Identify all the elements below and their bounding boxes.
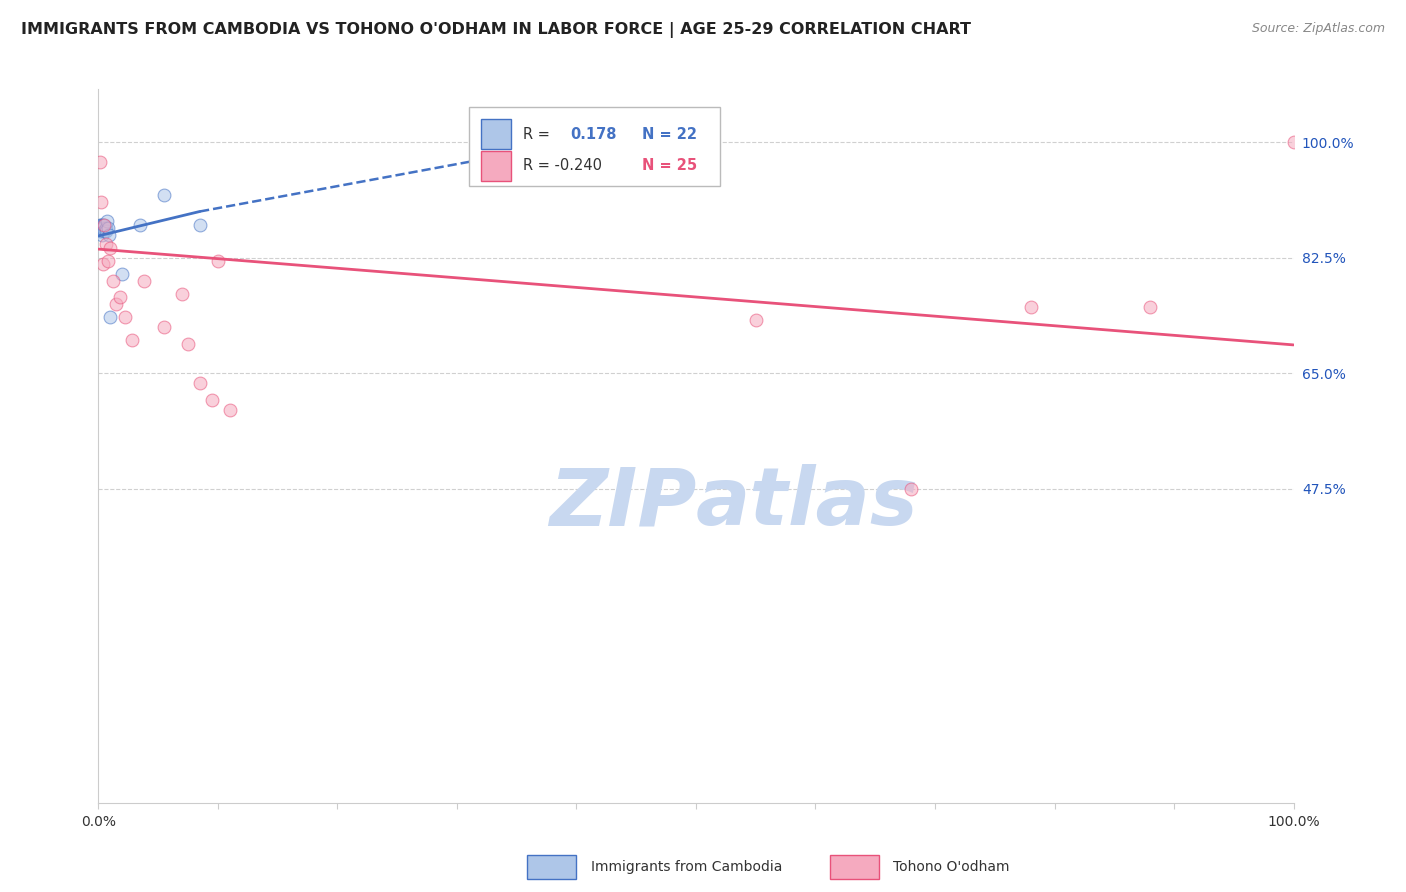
Point <box>90 221 112 235</box>
Point <box>201 392 224 407</box>
Text: N = 25: N = 25 <box>643 158 697 173</box>
Point <box>91 221 114 235</box>
Text: atlas: atlas <box>696 464 918 542</box>
Point <box>129 218 152 232</box>
Text: 0.178: 0.178 <box>571 127 617 142</box>
Point <box>90 194 112 209</box>
Point <box>101 274 124 288</box>
Point <box>97 254 120 268</box>
Text: ZIP: ZIP <box>548 464 696 542</box>
Point <box>94 224 117 238</box>
Point <box>1019 300 1042 314</box>
Point <box>188 218 211 232</box>
Point <box>97 221 120 235</box>
FancyBboxPatch shape <box>481 151 510 180</box>
Point <box>153 320 176 334</box>
Point <box>93 218 115 232</box>
Point <box>94 237 117 252</box>
Point <box>89 224 111 238</box>
Point <box>188 376 211 391</box>
Point <box>93 218 115 232</box>
Text: IMMIGRANTS FROM CAMBODIA VS TOHONO O'ODHAM IN LABOR FORCE | AGE 25-29 CORRELATIO: IMMIGRANTS FROM CAMBODIA VS TOHONO O'ODH… <box>21 22 972 38</box>
Text: R = -0.240: R = -0.240 <box>523 158 602 173</box>
Point <box>114 310 136 325</box>
Point <box>89 218 111 232</box>
Text: R =: R = <box>523 127 558 142</box>
Point <box>153 188 176 202</box>
Text: N = 22: N = 22 <box>643 127 697 142</box>
Point <box>132 274 155 288</box>
FancyBboxPatch shape <box>470 107 720 186</box>
Point <box>172 287 194 301</box>
Point <box>91 218 114 232</box>
Point <box>745 313 768 327</box>
FancyBboxPatch shape <box>481 120 510 149</box>
Point <box>90 218 112 232</box>
Point <box>108 290 131 304</box>
Point <box>900 482 922 496</box>
Text: Tohono O'odham: Tohono O'odham <box>893 860 1010 874</box>
Point <box>93 224 115 238</box>
Point <box>91 257 114 271</box>
Point <box>121 333 143 347</box>
Point <box>98 227 121 242</box>
Point <box>111 267 134 281</box>
Point <box>91 218 114 232</box>
Point <box>96 214 118 228</box>
Point <box>105 297 128 311</box>
Text: Immigrants from Cambodia: Immigrants from Cambodia <box>591 860 782 874</box>
Point <box>1282 135 1305 149</box>
Point <box>1139 300 1161 314</box>
Point <box>94 221 117 235</box>
Text: Source: ZipAtlas.com: Source: ZipAtlas.com <box>1251 22 1385 36</box>
Point <box>98 241 122 255</box>
Point <box>207 254 229 268</box>
Point <box>90 224 112 238</box>
Point <box>91 227 114 242</box>
Point <box>219 402 242 417</box>
Point <box>98 310 122 325</box>
Point <box>177 336 200 351</box>
Point <box>91 221 114 235</box>
Point <box>89 154 111 169</box>
